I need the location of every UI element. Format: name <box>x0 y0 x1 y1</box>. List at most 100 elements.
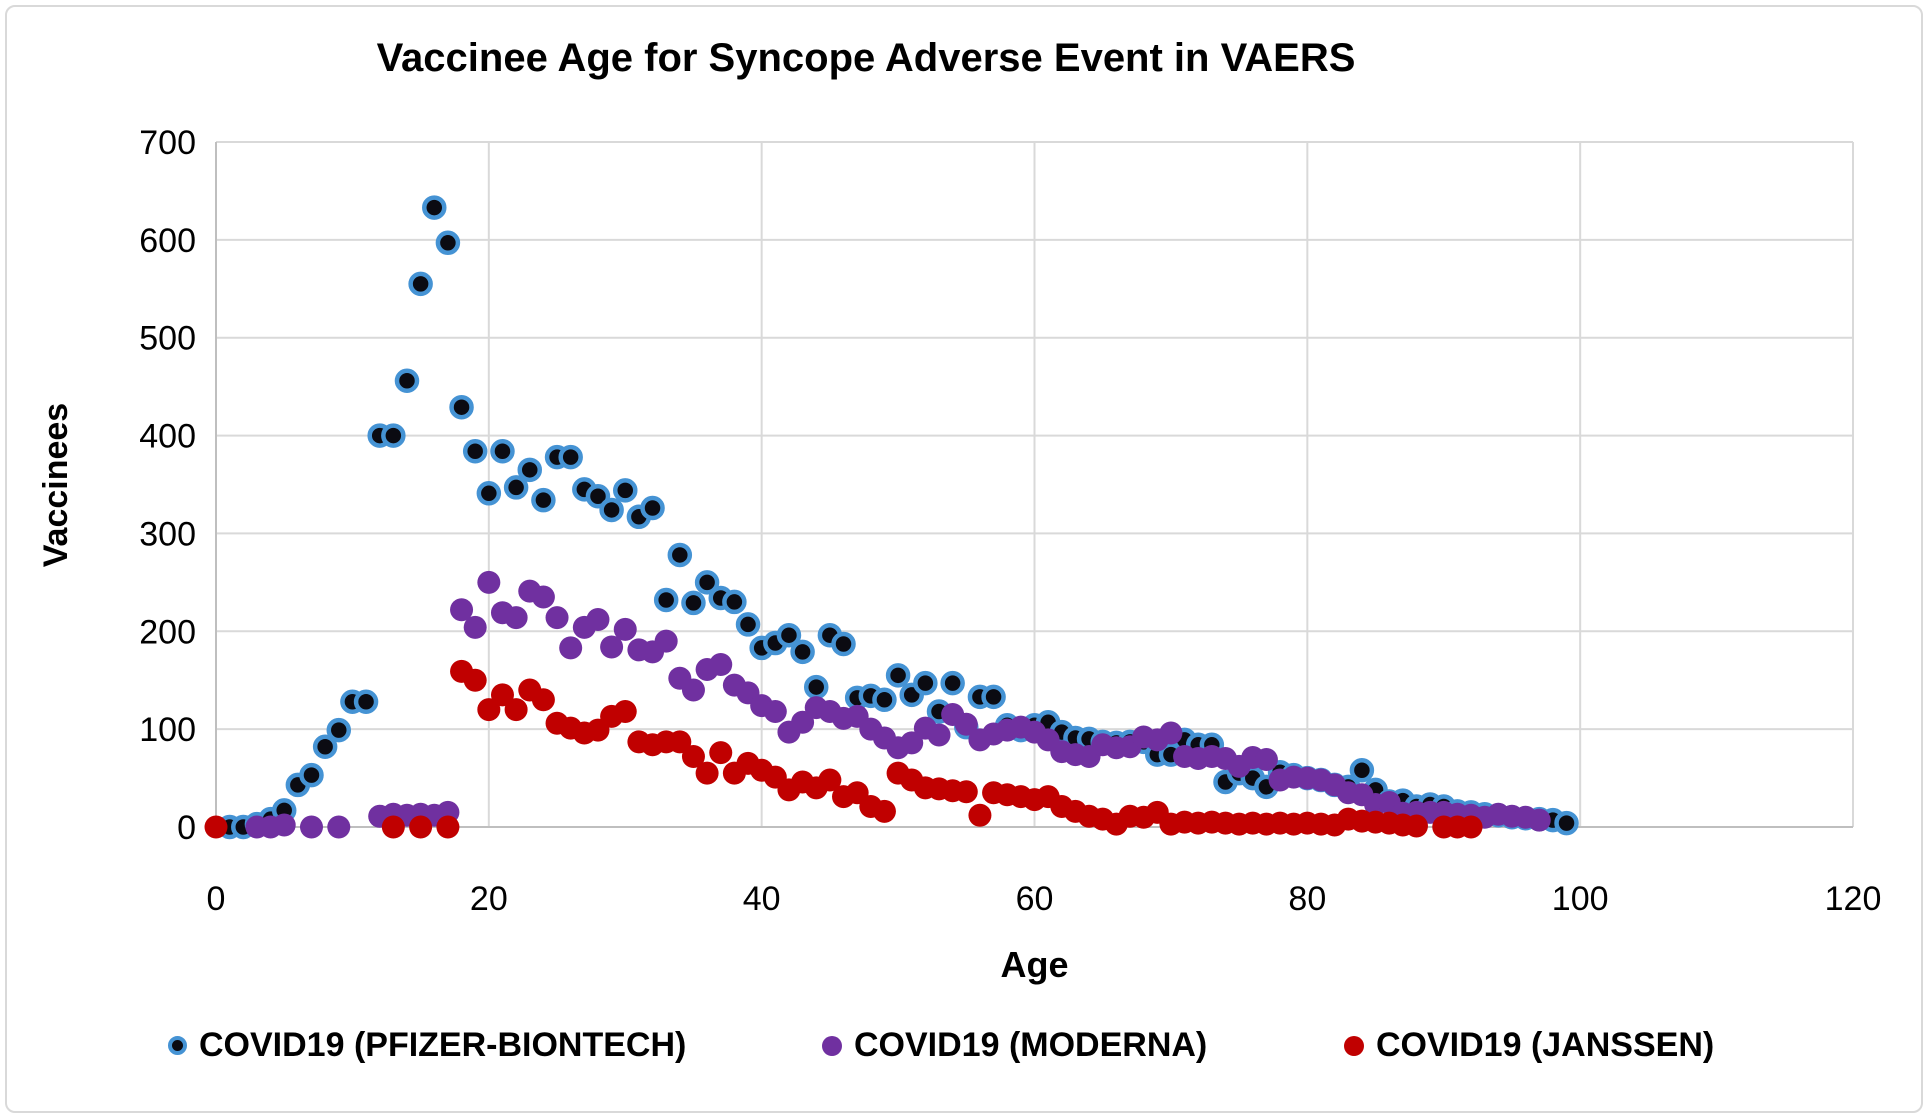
data-point <box>477 570 501 594</box>
legend-item-moderna: COVID19 (MODERNA) <box>822 1026 1207 1065</box>
data-point <box>940 670 965 696</box>
data-point <box>353 689 379 714</box>
data-point <box>449 394 474 420</box>
data-point <box>613 478 638 503</box>
series-0 <box>217 195 1579 840</box>
svg-text:500: 500 <box>139 320 196 358</box>
series-2 <box>204 659 1483 839</box>
moderna-marker-icon <box>822 1035 842 1056</box>
data-point <box>1459 815 1483 839</box>
data-point <box>694 570 720 595</box>
data-point <box>613 617 637 641</box>
legend-label-moderna: COVID19 (MODERNA) <box>854 1026 1208 1064</box>
svg-text:40: 40 <box>743 880 781 918</box>
data-point <box>422 195 447 220</box>
data-point <box>409 815 433 839</box>
data-point <box>299 815 323 839</box>
data-point <box>381 423 406 448</box>
chart-title: Vaccinee Age for Syncope Adverse Event i… <box>376 36 1356 80</box>
data-point <box>640 495 665 521</box>
data-point <box>503 475 529 500</box>
data-point <box>490 438 515 464</box>
data-point <box>722 589 747 615</box>
data-points <box>204 195 1579 840</box>
data-point <box>709 741 733 765</box>
svg-text:120: 120 <box>1825 880 1882 918</box>
data-point <box>1254 747 1278 771</box>
svg-text:200: 200 <box>139 613 196 651</box>
data-point <box>735 612 761 637</box>
data-point <box>408 271 433 297</box>
data-point <box>900 731 924 755</box>
data-point <box>600 635 624 659</box>
data-point <box>299 762 324 788</box>
axis-lines <box>215 142 1853 828</box>
pfizer-marker-icon <box>168 1036 187 1055</box>
svg-text:700: 700 <box>139 124 196 162</box>
data-point <box>531 585 555 609</box>
legend-label-pfizer: COVID19 (PFIZER-BIONTECH) <box>199 1026 687 1064</box>
data-point <box>981 684 1006 710</box>
data-point <box>681 745 705 769</box>
legend-item-janssen: COVID19 (JANSSEN) <box>1344 1026 1714 1065</box>
legend: COVID19 (PFIZER-BIONTECH) COVID19 (MODER… <box>0 1026 1928 1072</box>
data-point <box>504 606 528 630</box>
data-point <box>599 497 624 523</box>
x-axis-tick-labels: 0 20 40 60 80 100 120 <box>207 880 1882 918</box>
svg-text:80: 80 <box>1288 880 1326 918</box>
data-point <box>477 698 501 722</box>
data-point <box>791 710 815 734</box>
svg-text:60: 60 <box>1016 880 1054 918</box>
data-point <box>558 444 583 470</box>
data-point <box>1349 757 1375 783</box>
data-point <box>585 483 611 509</box>
data-point <box>763 700 787 724</box>
data-point <box>790 639 815 665</box>
data-point <box>668 730 692 754</box>
svg-text:20: 20 <box>470 880 508 918</box>
data-point <box>463 615 487 639</box>
data-point <box>394 368 420 394</box>
x-axis-title: Age <box>1000 944 1069 985</box>
svg-text:0: 0 <box>177 809 196 847</box>
data-point <box>326 717 352 743</box>
data-point <box>381 815 405 839</box>
data-point <box>204 815 228 839</box>
data-point <box>681 590 706 616</box>
svg-text:400: 400 <box>139 418 196 456</box>
data-point <box>872 687 897 713</box>
data-point <box>681 678 705 702</box>
svg-text:300: 300 <box>139 515 196 553</box>
data-point <box>476 481 502 506</box>
data-point <box>709 653 733 677</box>
data-point <box>1554 810 1579 836</box>
legend-item-pfizer: COVID19 (PFIZER-BIONTECH) <box>168 1026 686 1065</box>
data-point <box>327 815 351 839</box>
data-point <box>463 668 487 692</box>
data-point <box>436 815 460 839</box>
data-point <box>803 674 829 700</box>
legend-label-janssen: COVID19 (JANSSEN) <box>1376 1026 1715 1064</box>
data-point <box>653 587 679 613</box>
data-point <box>613 700 637 724</box>
data-point <box>831 631 856 657</box>
svg-text:0: 0 <box>207 880 226 918</box>
data-point <box>776 622 802 648</box>
data-point <box>272 813 296 837</box>
data-point <box>968 803 992 827</box>
data-point <box>654 629 678 653</box>
data-point <box>450 598 474 622</box>
svg-text:100: 100 <box>139 711 196 749</box>
data-point <box>667 542 693 568</box>
janssen-marker-icon <box>1344 1035 1364 1056</box>
data-point <box>531 487 556 513</box>
data-point <box>818 768 842 792</box>
data-point <box>913 670 938 696</box>
data-point <box>1527 808 1551 832</box>
data-point <box>872 799 896 823</box>
data-point <box>545 606 569 630</box>
data-point <box>1159 721 1183 745</box>
y-axis-tick-labels: 0 100 200 300 400 500 600 700 <box>139 124 196 847</box>
